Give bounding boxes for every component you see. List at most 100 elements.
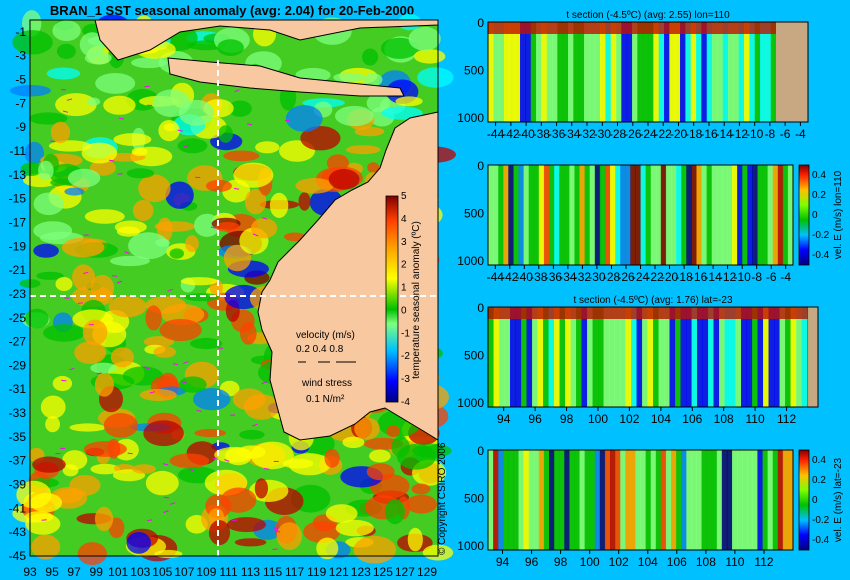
section-column: [594, 450, 601, 550]
sst-cell: [335, 519, 374, 537]
section-column: [738, 22, 745, 122]
section-column: [520, 22, 526, 122]
section-column: [592, 307, 599, 407]
section-column: [630, 165, 636, 265]
section-column: [626, 22, 633, 122]
section-column: [528, 165, 535, 265]
section-column: [664, 22, 670, 122]
section-column: [686, 307, 693, 407]
section-column: [587, 307, 594, 407]
section-column: [772, 450, 779, 550]
section-column: [488, 22, 494, 122]
sst-cell: [33, 243, 59, 258]
sst-cell: [131, 147, 148, 156]
section-column: [660, 165, 667, 265]
section-column: [774, 307, 781, 407]
section-x-tick-label: 96: [525, 555, 539, 569]
sst-cell: [46, 67, 81, 80]
section-column: [645, 165, 652, 265]
sst-cell: [325, 504, 358, 523]
velocity-arrow: [50, 140, 56, 143]
section-column: [605, 22, 612, 122]
sst-cell: [84, 209, 125, 224]
section-column: [564, 450, 570, 550]
sst-cell: [143, 420, 184, 447]
section-x-tick-label: -40: [517, 127, 535, 141]
section-x-tick-label: -44: [487, 127, 505, 141]
sst-cell: [94, 506, 114, 531]
sst-cell: [50, 121, 71, 144]
sst-cell: [316, 537, 339, 560]
section-column: [521, 307, 528, 407]
sst-cell: [45, 416, 60, 433]
sst-cell: [284, 232, 306, 242]
section-column: [691, 165, 697, 265]
section-column: [559, 307, 566, 407]
section-column: [724, 307, 731, 407]
sst-cell: [295, 178, 334, 194]
section-x-tick-label: 96: [528, 412, 542, 426]
section-column: [614, 307, 621, 407]
section-column: [655, 165, 662, 265]
section-column: [706, 450, 713, 550]
section-column: [747, 165, 753, 265]
section-column: [559, 450, 565, 550]
section-column: [630, 450, 636, 550]
wind-stress-label: wind stress: [301, 378, 352, 389]
section-x-tick-label: -28: [603, 270, 621, 284]
section-column: [636, 307, 643, 407]
section-column: [711, 450, 718, 550]
map-x-tick-label: 117: [285, 565, 304, 579]
section-column: [752, 450, 758, 550]
section-x-tick-label: -10: [734, 270, 752, 284]
section-column: [599, 450, 606, 550]
section-x-tick-label: -24: [639, 127, 657, 141]
sst-cell: [240, 322, 257, 345]
sst-cell: [218, 125, 234, 143]
sst-cell: [169, 248, 184, 259]
main-map-title: BRAN_1 SST seasonal anomaly (avg: 2.04) …: [50, 3, 414, 18]
sst-cell: [126, 168, 155, 179]
map-x-tick-label: 99: [90, 565, 104, 579]
sst-colorbar-tick: 5: [401, 191, 407, 202]
section-column: [543, 165, 550, 265]
sst-cell: [90, 463, 120, 475]
map-x-tick-label: 103: [130, 565, 150, 579]
sst-cell: [178, 99, 215, 126]
section-column: [721, 165, 728, 265]
sst-cell: [269, 192, 289, 218]
section-column: [645, 450, 652, 550]
velocity-colorbar-tick: -0.2: [812, 230, 830, 241]
section-x-tick-label: -38: [530, 270, 548, 284]
section-column: [744, 22, 750, 122]
sst-cell: [40, 395, 66, 419]
velocity-arrow: [170, 502, 176, 505]
section-column: [537, 307, 544, 407]
section-x-tick-label: -4: [795, 127, 806, 141]
sst-cell: [194, 428, 226, 438]
sst-cell: [83, 441, 127, 457]
section-column: [680, 307, 687, 407]
section-column: [726, 450, 733, 550]
velocity-arrow: [272, 548, 278, 551]
t-section-lat-panel: t section (-4.5ºC) (avg: 1.76) lat=-23 94…: [457, 295, 819, 426]
sst-colorbar-label: temperature seasonal anomaly (ºC): [411, 221, 422, 379]
section-column: [603, 307, 610, 407]
map-x-tick-label: 123: [351, 565, 371, 579]
sst-cell: [237, 445, 266, 459]
sst-cell: [52, 375, 73, 392]
section-x-tick-label: 108: [714, 412, 734, 426]
section-column: [625, 307, 632, 407]
section-column: [625, 450, 631, 550]
sst-cell: [153, 346, 176, 358]
section-x-tick-label: -8: [751, 270, 762, 284]
sst-cell: [369, 449, 391, 463]
map-y-tick-label: -17: [9, 216, 27, 230]
sst-cell: [36, 271, 64, 280]
section-column: [589, 22, 596, 122]
sst-cell: [217, 39, 244, 56]
velocity-colorbar-tick: 0: [812, 210, 818, 221]
section-column: [772, 165, 779, 265]
section-column: [722, 22, 729, 122]
map-y-tick-label: -29: [9, 358, 27, 372]
